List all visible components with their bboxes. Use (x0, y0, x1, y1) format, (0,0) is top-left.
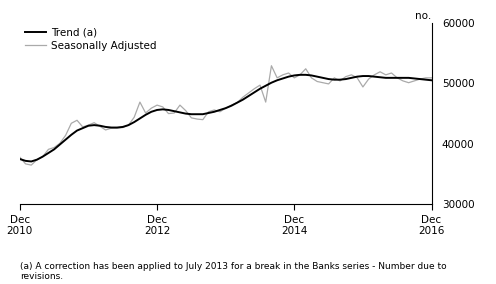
Seasonally Adjusted (268, 64, 274, 67)
Line: Seasonally Adjusted: Seasonally Adjusted (20, 66, 432, 165)
Seasonally Adjusted (160, 105, 166, 109)
Text: no.: no. (415, 11, 432, 21)
Trend (a) (114, 126, 120, 129)
Trend (a) (229, 104, 235, 107)
Seasonally Adjusted (229, 103, 235, 107)
Seasonally Adjusted (28, 163, 34, 167)
Trend (a) (160, 108, 166, 111)
Seasonally Adjusted (114, 126, 120, 130)
Seasonally Adjusted (400, 79, 406, 83)
Trend (a) (383, 76, 389, 80)
Seasonally Adjusted (429, 76, 434, 80)
Seasonally Adjusted (383, 73, 389, 76)
Trend (a) (297, 73, 303, 76)
Legend: Trend (a), Seasonally Adjusted: Trend (a), Seasonally Adjusted (25, 28, 157, 51)
Trend (a) (429, 79, 434, 82)
Trend (a) (17, 157, 23, 161)
Trend (a) (372, 75, 377, 78)
Seasonally Adjusted (17, 156, 23, 159)
Trend (a) (400, 76, 406, 80)
Seasonally Adjusted (372, 73, 377, 76)
Line: Trend (a): Trend (a) (20, 75, 432, 162)
Trend (a) (28, 160, 34, 163)
Text: (a) A correction has been applied to July 2013 for a break in the Banks series -: (a) A correction has been applied to Jul… (20, 262, 446, 281)
